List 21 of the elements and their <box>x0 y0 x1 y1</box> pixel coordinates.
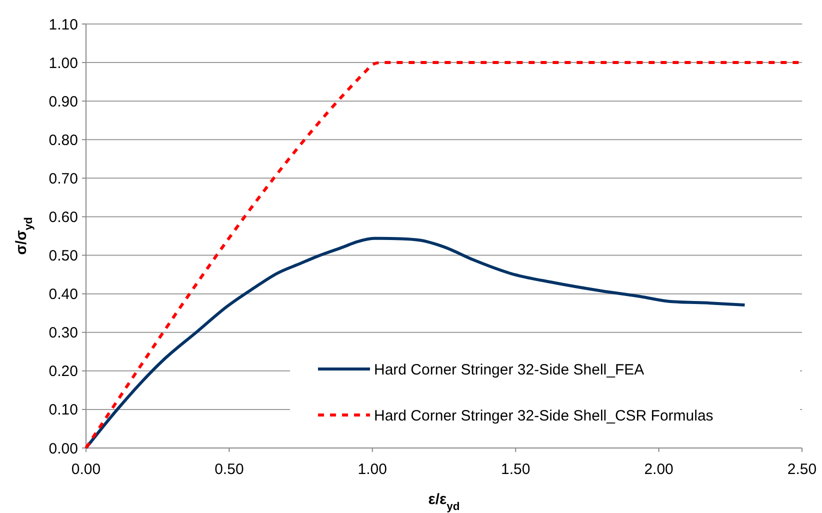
x-tick-label: 0.50 <box>214 461 244 478</box>
x-tick-label: 2.50 <box>787 461 817 478</box>
y-tick-label: 1.10 <box>48 16 78 34</box>
y-tick-label: 0.60 <box>48 208 78 226</box>
x-tick-label: 0.00 <box>71 461 101 478</box>
y-tick-label: 0.70 <box>48 170 78 188</box>
y-tick-label: 0.00 <box>48 440 78 458</box>
x-tick-label: 1.50 <box>501 461 530 478</box>
y-tick-label: 0.20 <box>48 363 78 380</box>
y-tick-label: 0.10 <box>48 402 78 419</box>
y-tick-label: 0.40 <box>48 286 78 304</box>
y-tick-label: 1.00 <box>48 54 78 72</box>
x-tick-label: 2.00 <box>644 461 674 478</box>
legend-label: Hard Corner Stringer 32-Side Shell_FEA <box>374 361 644 378</box>
y-tick-label: 0.80 <box>48 132 78 149</box>
legend-label: Hard Corner Stringer 32-Side Shell_CSR Formulas <box>374 407 714 424</box>
x-axis-title: ε/ε$_{yd}$ <box>428 491 460 513</box>
y-tick-label: 0.50 <box>48 248 78 265</box>
x-tick-label: 1.00 <box>358 461 387 478</box>
y-tick-label: 0.30 <box>48 324 78 342</box>
y-tick-label: 0.90 <box>48 93 78 110</box>
